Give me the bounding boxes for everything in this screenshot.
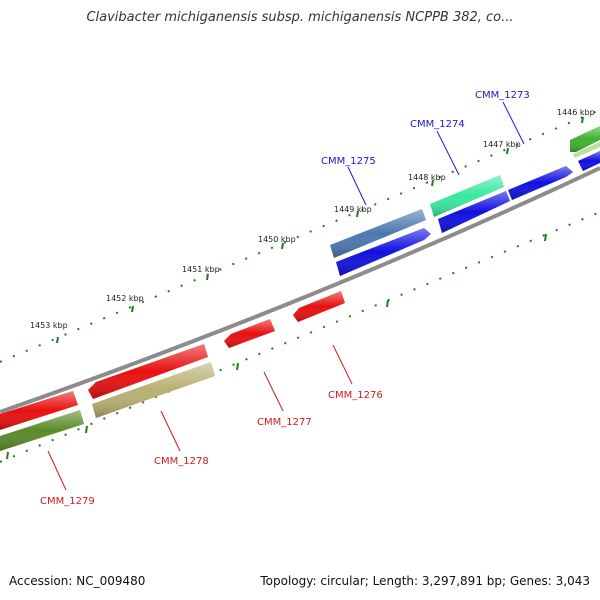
inner-tick-major-a bbox=[85, 425, 88, 434]
gene-feature-cmm-1275[interactable] bbox=[330, 209, 426, 258]
gene-labels: CMM_1273 CMM_1274 CMM_1275 CMM_1276 CMM_… bbox=[40, 90, 530, 507]
cds-arrow-blue-1[interactable] bbox=[578, 151, 600, 171]
cds-arrow-red-cmm-1276[interactable] bbox=[293, 291, 345, 322]
leader-cmm-1279 bbox=[47, 450, 67, 491]
cds-arrow-red-large[interactable] bbox=[88, 344, 208, 399]
kbp-label-1449: 1449 kbp bbox=[334, 205, 372, 214]
inner-tick-major-d bbox=[544, 233, 547, 242]
gene-label-cmm-1277[interactable]: CMM_1277 bbox=[257, 417, 312, 428]
gene-feature-darkolive-cmm-1279[interactable] bbox=[0, 410, 84, 451]
cds-arrow-red-left[interactable] bbox=[0, 391, 78, 430]
kbp-tick-1446 bbox=[581, 116, 584, 124]
kbp-label-1453: 1453 kbp bbox=[30, 321, 68, 330]
kbp-label-1446: 1446 kbp bbox=[557, 108, 595, 117]
kbp-tick-1451 bbox=[206, 273, 209, 281]
cds-arrow-blue-3[interactable] bbox=[438, 191, 510, 233]
gene-label-cmm-1274[interactable]: CMM_1274 bbox=[410, 119, 465, 130]
cds-arrow-blue-2[interactable] bbox=[508, 166, 573, 200]
map-title: Clavibacter michiganensis subsp. michiga… bbox=[86, 10, 514, 25]
kbp-label-1448: 1448 kbp bbox=[408, 173, 446, 182]
gene-label-cmm-1275[interactable]: CMM_1275 bbox=[321, 156, 376, 167]
gene-label-cmm-1273[interactable]: CMM_1273 bbox=[475, 90, 530, 101]
kbp-tick-1447 bbox=[506, 147, 509, 155]
label-leaders bbox=[47, 101, 525, 491]
gene-label-cmm-1279[interactable]: CMM_1279 bbox=[40, 496, 95, 507]
kbp-tick-1450 bbox=[281, 242, 284, 250]
genome-backbone bbox=[0, 166, 600, 414]
leader-cmm-1277 bbox=[263, 371, 284, 412]
kbp-labels: 1446 kbp 1447 kbp 1448 kbp 1449 kbp 1450… bbox=[30, 108, 595, 330]
leader-cmm-1275 bbox=[347, 166, 367, 206]
gene-feature-cmm-1274[interactable] bbox=[430, 175, 504, 217]
kbp-label-1450: 1450 kbp bbox=[258, 235, 296, 244]
inner-tick-major-b bbox=[236, 362, 239, 371]
cds-arrow-blue-4[interactable] bbox=[336, 228, 431, 276]
leader-cmm-1273 bbox=[502, 101, 525, 145]
forward-features bbox=[330, 126, 600, 276]
inner-tick-major-e bbox=[6, 451, 9, 460]
reverse-features bbox=[0, 291, 345, 451]
inner-tick-major-c bbox=[386, 299, 389, 308]
kbp-major-ticks bbox=[56, 116, 584, 344]
kbp-tick-1452 bbox=[131, 305, 134, 313]
leader-cmm-1276 bbox=[332, 344, 353, 385]
gene-feature-green[interactable] bbox=[570, 126, 600, 158]
kbp-tick-1449 bbox=[356, 210, 359, 218]
gene-feature-olive-cmm-1278[interactable] bbox=[92, 362, 215, 418]
kbp-tick-1453 bbox=[56, 336, 59, 344]
kbp-tick-1448 bbox=[431, 179, 434, 187]
leader-cmm-1278 bbox=[160, 410, 181, 452]
inner-tick-ring bbox=[0, 211, 600, 463]
kbp-label-1447: 1447 kbp bbox=[483, 140, 521, 149]
gene-label-cmm-1278[interactable]: CMM_1278 bbox=[154, 456, 209, 467]
kbp-label-1452: 1452 kbp bbox=[106, 294, 144, 303]
kbp-label-1451: 1451 kbp bbox=[182, 265, 220, 274]
accession-text: Accession: NC_009480 bbox=[9, 574, 146, 588]
genome-stats-text: Topology: circular; Length: 3,297,891 bp… bbox=[260, 574, 590, 588]
leader-cmm-1274 bbox=[436, 130, 460, 176]
cds-arrow-red-cmm-1277[interactable] bbox=[224, 319, 275, 348]
gene-label-cmm-1276[interactable]: CMM_1276 bbox=[328, 390, 383, 401]
